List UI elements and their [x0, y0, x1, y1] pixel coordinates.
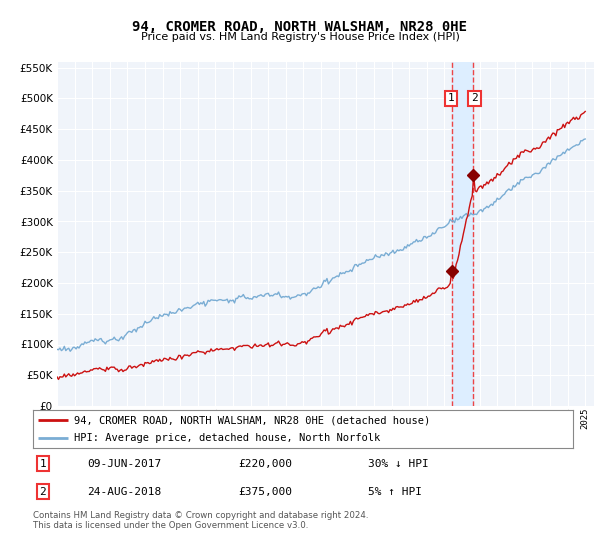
Text: Contains HM Land Registry data © Crown copyright and database right 2024.
This d: Contains HM Land Registry data © Crown c… [33, 511, 368, 530]
Text: 09-JUN-2017: 09-JUN-2017 [87, 459, 161, 469]
Text: 5% ↑ HPI: 5% ↑ HPI [368, 487, 422, 497]
Text: 30% ↓ HPI: 30% ↓ HPI [368, 459, 428, 469]
Text: 1: 1 [448, 94, 454, 104]
Text: Price paid vs. HM Land Registry's House Price Index (HPI): Price paid vs. HM Land Registry's House … [140, 32, 460, 43]
Text: HPI: Average price, detached house, North Norfolk: HPI: Average price, detached house, Nort… [74, 433, 380, 443]
Bar [452, 62, 473, 406]
Text: £220,000: £220,000 [238, 459, 292, 469]
Text: 2: 2 [40, 487, 46, 497]
Text: 2: 2 [471, 94, 478, 104]
Text: 94, CROMER ROAD, NORTH WALSHAM, NR28 0HE (detached house): 94, CROMER ROAD, NORTH WALSHAM, NR28 0HE… [74, 415, 430, 425]
Text: 1: 1 [40, 459, 46, 469]
Text: 94, CROMER ROAD, NORTH WALSHAM, NR28 0HE: 94, CROMER ROAD, NORTH WALSHAM, NR28 0HE [133, 20, 467, 34]
Text: 24-AUG-2018: 24-AUG-2018 [87, 487, 161, 497]
Text: £375,000: £375,000 [238, 487, 292, 497]
